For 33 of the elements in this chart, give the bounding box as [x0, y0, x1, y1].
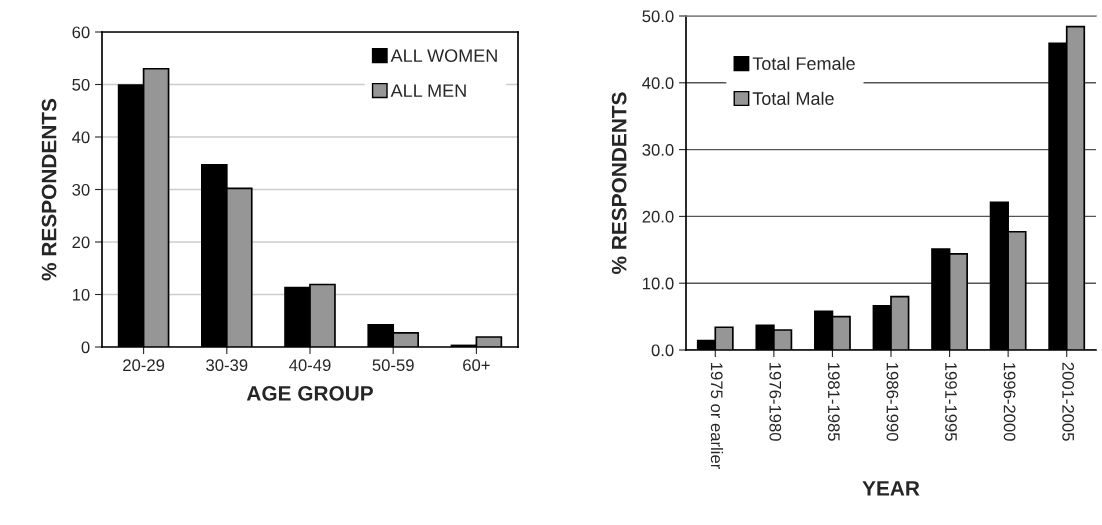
y-tick-label: 60	[72, 26, 90, 39]
legend-label: Total Female	[752, 56, 855, 70]
x-tick-label: 50-59	[372, 359, 414, 372]
x-tick-label: 20-29	[123, 359, 165, 372]
y-tick-label: 0.0	[651, 344, 674, 357]
x-axis-title: AGE GROUP	[246, 386, 373, 401]
legend-label: ALL MEN	[390, 84, 466, 97]
x-tick-label: 40-49	[289, 359, 331, 372]
x-tick-label: 1981-1985	[827, 363, 840, 441]
legend-label: ALL WOMEN	[390, 49, 497, 63]
y-tick-label: 30	[72, 183, 90, 196]
y-tick-label: 40	[72, 131, 90, 144]
x-tick-label: 1996-2000	[1003, 363, 1016, 441]
x-tick-label: 2001-2005	[1062, 362, 1075, 441]
y-tick-label: 20.0	[642, 210, 674, 223]
y-tick-label: 10	[72, 288, 90, 301]
y-tick-label: 50.0	[642, 10, 674, 23]
x-tick-label: 1976-1980	[769, 363, 782, 441]
y-tick-label: 30.0	[642, 144, 674, 156]
y-axis-title: % RESPONDENTS	[41, 98, 57, 281]
y-tick-label: 10.0	[643, 277, 674, 290]
y-tick-label: 50	[72, 78, 90, 91]
x-axis-title: YEAR	[862, 481, 920, 496]
x-tick-label: 30-39	[206, 359, 248, 372]
y-tick-label: 20	[72, 236, 90, 249]
x-tick-label: 1975 or earlier	[710, 363, 724, 469]
x-tick-label: 1991-1995	[945, 363, 957, 441]
y-axis-title: % RESPONDENTS	[611, 92, 627, 274]
y-tick-label: 0	[81, 341, 90, 354]
y-tick-label: 40.0	[642, 77, 674, 89]
x-tick-label: 60+	[463, 359, 490, 372]
legend-label: Total Male	[752, 91, 834, 105]
x-tick-label: 1986-1990	[886, 363, 899, 441]
